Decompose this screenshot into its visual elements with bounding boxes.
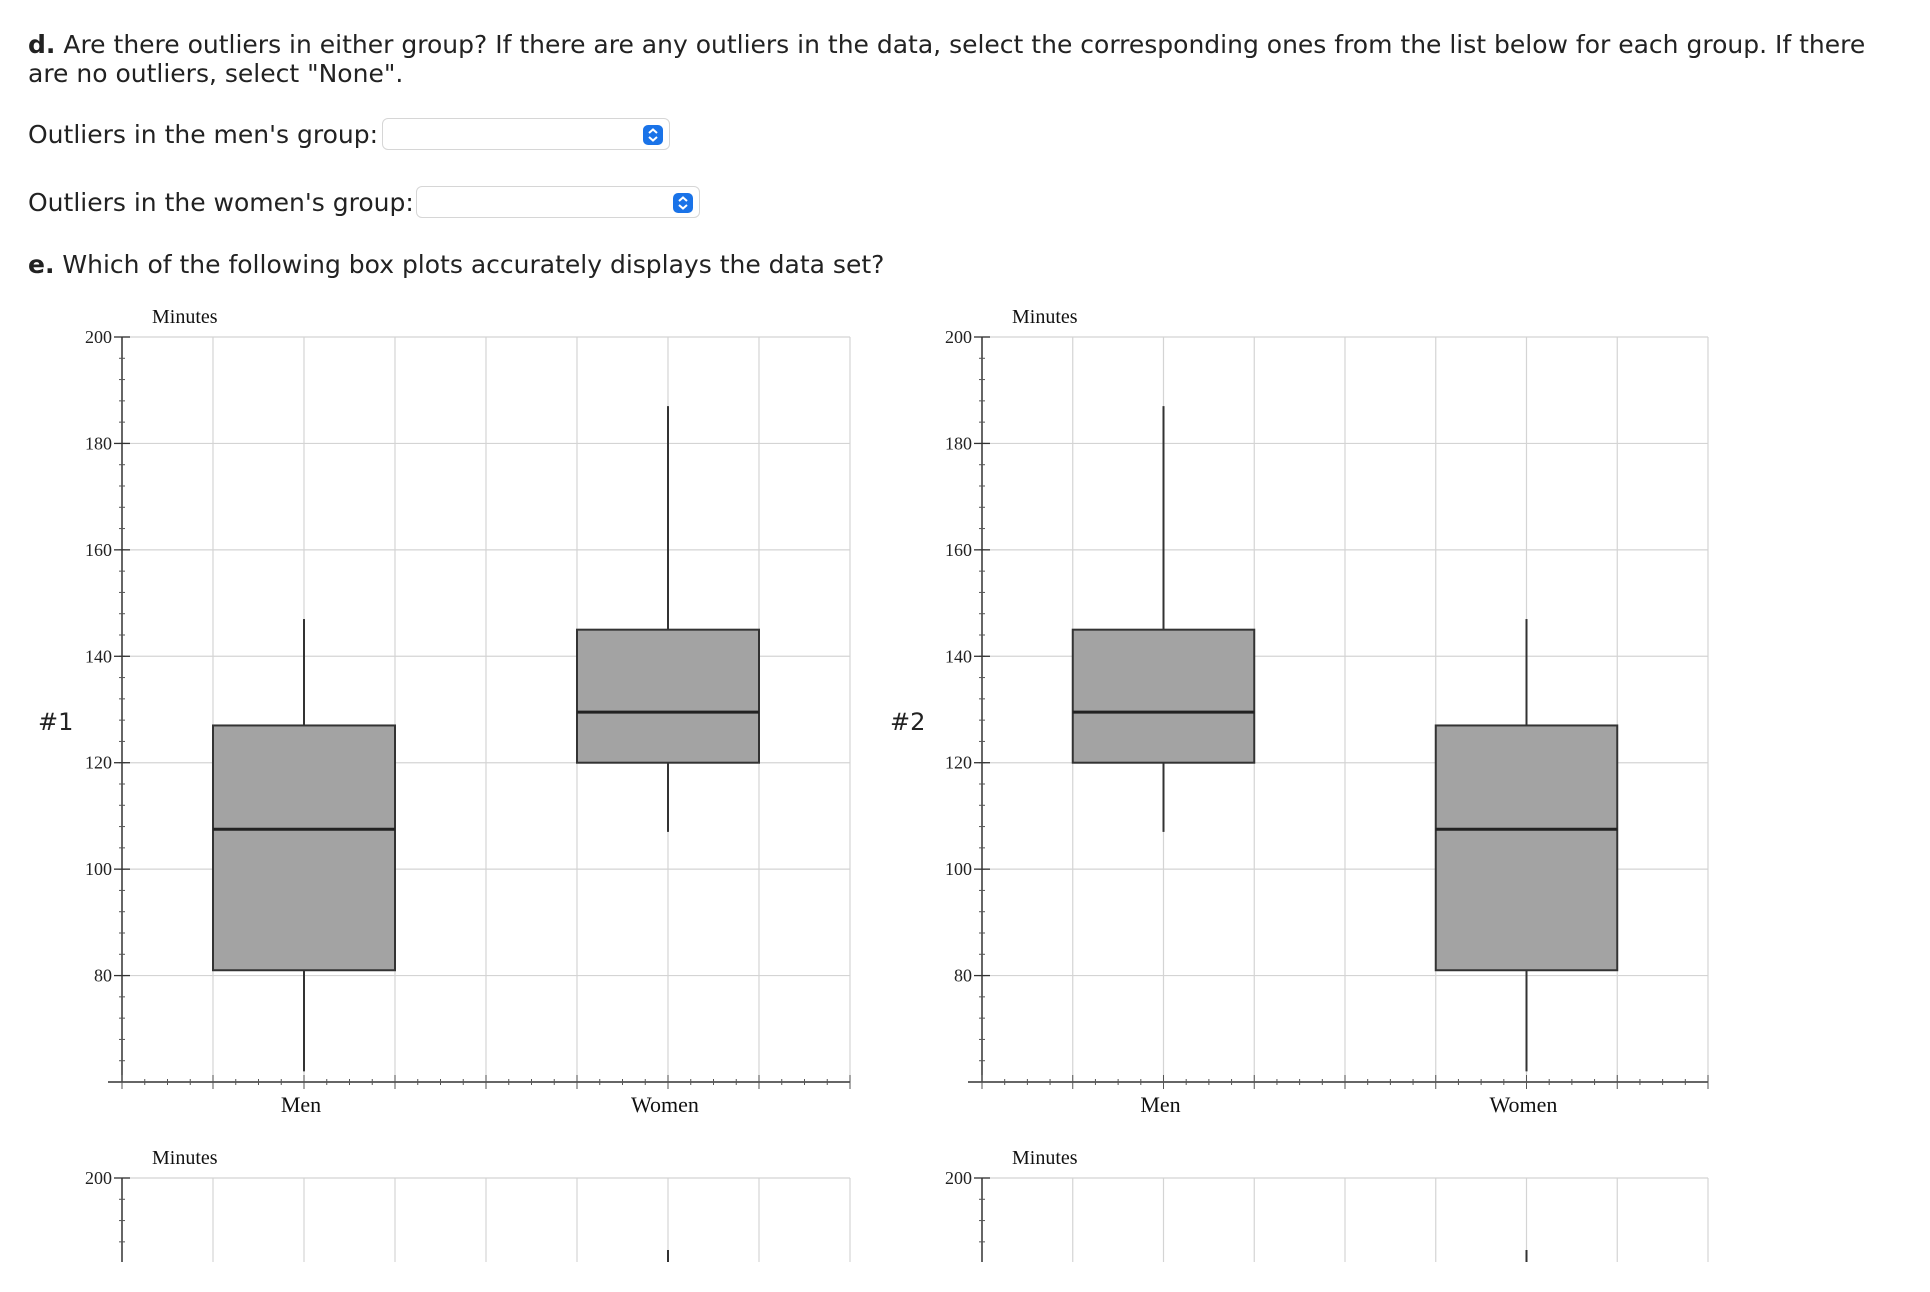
box-women xyxy=(1434,619,1619,1072)
y-axis-title: Minutes xyxy=(152,306,218,328)
box-iqr xyxy=(576,628,760,764)
box-plot-1: 80 100 120 140 160 180 200 Minutes Men Women xyxy=(85,306,851,1117)
box-plot-3: 200 Minutes xyxy=(85,1147,851,1262)
box-iqr xyxy=(212,724,396,972)
men-outliers-label: Outliers in the men's group: xyxy=(28,120,379,149)
plot-option-1-label: #1 xyxy=(38,708,74,736)
y-tick-label: 80 xyxy=(954,966,972,986)
plot-option-2-label: #2 xyxy=(890,708,926,736)
question-e: e. Which of the following box plots accu… xyxy=(28,250,884,279)
y-axis-title: Minutes xyxy=(1012,306,1078,328)
y-tick-label: 140 xyxy=(945,646,972,666)
box-men xyxy=(1071,406,1256,832)
x-category-label: Women xyxy=(631,1092,699,1117)
box-iqr xyxy=(1071,628,1256,764)
x-category-label: Women xyxy=(1490,1092,1558,1117)
y-tick-label: 160 xyxy=(945,540,972,560)
y-tick-label: 100 xyxy=(85,859,112,879)
chevron-updown-icon[interactable] xyxy=(643,125,663,145)
x-category-label: Men xyxy=(281,1092,321,1117)
box-iqr xyxy=(1434,724,1619,972)
y-tick-label: 200 xyxy=(85,1168,112,1188)
y-axis-title: Minutes xyxy=(1012,1147,1078,1169)
y-tick-label: 100 xyxy=(945,859,972,879)
box-men xyxy=(212,619,396,1072)
question-d: d. Are there outliers in either group? I… xyxy=(28,30,1908,88)
chevron-updown-icon[interactable] xyxy=(673,193,693,213)
y-axis-title: Minutes xyxy=(152,1147,218,1169)
women-outliers-select[interactable] xyxy=(416,186,700,218)
box-plot-2: 80 100 120 140 160 180 200 Minutes Men Women xyxy=(945,306,1709,1117)
y-tick-label: 120 xyxy=(85,753,112,773)
y-tick-label: 180 xyxy=(945,433,972,453)
box-plot-4: 200 Minutes xyxy=(945,1147,1709,1262)
y-tick-label: 180 xyxy=(85,433,112,453)
box-women xyxy=(576,406,760,832)
y-tick-label: 200 xyxy=(85,327,112,347)
y-tick-label: 200 xyxy=(945,1168,972,1188)
question-e-text: Which of the following box plots accurat… xyxy=(54,250,885,279)
question-d-text: Are there outliers in either group? If t… xyxy=(28,30,1866,88)
x-category-label: Men xyxy=(1140,1092,1180,1117)
y-tick-label: 140 xyxy=(85,646,112,666)
women-outliers-label: Outliers in the women's group: xyxy=(28,188,414,217)
y-tick-label: 200 xyxy=(945,327,972,347)
question-e-prefix: e. xyxy=(28,250,55,279)
men-outliers-select[interactable] xyxy=(382,118,670,150)
y-tick-label: 80 xyxy=(94,966,112,986)
question-d-prefix: d. xyxy=(28,30,56,59)
y-tick-label: 120 xyxy=(945,753,972,773)
y-tick-label: 160 xyxy=(85,540,112,560)
